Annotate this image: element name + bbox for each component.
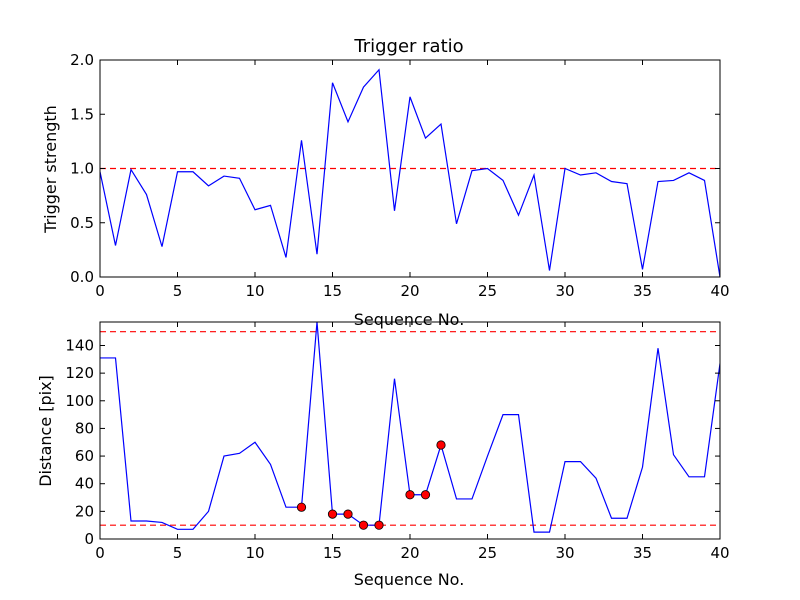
bottom-x-tick-label: 30 bbox=[555, 544, 574, 562]
bottom-marker-point bbox=[296, 502, 307, 512]
top-y-tick-label: 0.0 bbox=[70, 268, 94, 286]
bottom-x-axis-label: Sequence No. bbox=[354, 570, 465, 589]
top-x-tick-label: 5 bbox=[173, 282, 183, 300]
bottom-y-tick-label: 20 bbox=[75, 502, 94, 520]
bottom-x-tick-label: 0 bbox=[95, 544, 105, 562]
bottom-marker-point bbox=[343, 509, 353, 519]
bottom-y-tick-label: 0 bbox=[84, 530, 94, 548]
bottom-x-tick-label: 5 bbox=[173, 544, 183, 562]
top-x-axis-label: Sequence No. bbox=[354, 310, 465, 329]
bottom-y-axis-label: Distance [pix] bbox=[36, 375, 55, 487]
bottom-x-tick-label: 25 bbox=[478, 544, 497, 562]
bottom-y-tick-label: 120 bbox=[65, 364, 94, 382]
bottom-marker-point bbox=[358, 520, 369, 530]
bottom-marker-point bbox=[420, 490, 431, 500]
distance-chart: Sequence No. Distance [pix] 0 5 10 15 20 25 30… bbox=[36, 321, 730, 589]
bottom-x-tick-label: 10 bbox=[245, 544, 264, 562]
top-x-tick-label: 25 bbox=[478, 282, 497, 300]
top-y-tick-label: 1.0 bbox=[70, 160, 94, 178]
top-y-tick-label: 1.5 bbox=[70, 105, 94, 123]
bottom-x-tick-label: 40 bbox=[710, 544, 729, 562]
bottom-y-tick-label: 140 bbox=[65, 336, 94, 354]
top-x-tick-label: 15 bbox=[323, 282, 342, 300]
bottom-marker-point bbox=[374, 520, 384, 530]
top-x-tick-label: 10 bbox=[245, 282, 264, 300]
top-x-tick-label: 20 bbox=[400, 282, 419, 300]
chart-title: Trigger ratio bbox=[353, 36, 463, 57]
trigger-ratio-chart: Trigger ratio Trigger strength 0 5 10 15 20 2… bbox=[41, 36, 730, 300]
bottom-y-tick-label: 60 bbox=[75, 447, 94, 465]
top-x-tick-label: 0 bbox=[95, 282, 105, 300]
top-y-axis-label: Trigger strength bbox=[41, 105, 60, 234]
top-x-tick-label: 30 bbox=[555, 282, 574, 300]
top-y-tick-label: 2.0 bbox=[70, 51, 94, 69]
bottom-marker-point bbox=[436, 440, 446, 450]
bottom-x-tick-label: 35 bbox=[633, 544, 652, 562]
bottom-marker-point bbox=[327, 509, 338, 519]
top-y-tick-label: 0.5 bbox=[70, 214, 94, 232]
bottom-x-tick-label: 20 bbox=[400, 544, 419, 562]
bottom-y-tick-label: 40 bbox=[75, 475, 94, 493]
top-x-tick-label: 35 bbox=[633, 282, 652, 300]
bottom-marker-point bbox=[405, 490, 415, 500]
bottom-x-tick-label: 15 bbox=[323, 544, 342, 562]
bottom-y-tick-label: 100 bbox=[65, 392, 94, 410]
top-series-line-0 bbox=[100, 68, 720, 277]
bottom-y-tick-label: 80 bbox=[75, 419, 94, 437]
top-x-tick-label: 40 bbox=[710, 282, 729, 300]
